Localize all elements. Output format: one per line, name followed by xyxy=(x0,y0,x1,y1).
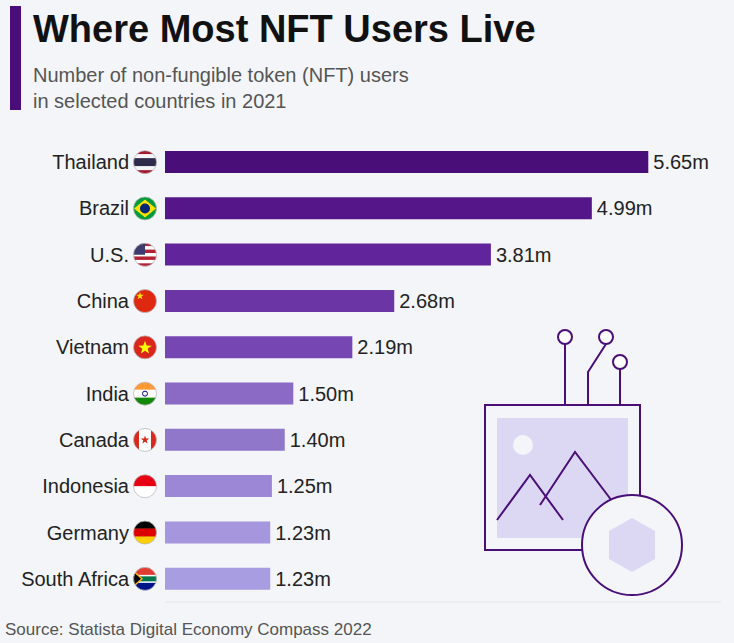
svg-text:4.99m: 4.99m xyxy=(597,197,653,219)
svg-text:2.19m: 2.19m xyxy=(357,336,413,358)
svg-text:U.S.: U.S. xyxy=(90,244,129,266)
html-text:Source: Statista Digital Econo: Source: Statista Digital Economy Compass… xyxy=(5,620,372,639)
svg-text:1.23m: 1.23m xyxy=(275,568,331,590)
html-text:Number of non-fungible token (: Number of non-fungible token (NFT) users… xyxy=(33,64,409,112)
svg-text:Thailand: Thailand xyxy=(52,151,129,173)
svg-text:1.25m: 1.25m xyxy=(277,475,333,497)
svg-text:India: India xyxy=(86,383,130,405)
svg-text:Indonesia: Indonesia xyxy=(42,475,130,497)
svg-text:Germany: Germany xyxy=(47,522,129,544)
svg-text:China: China xyxy=(77,290,130,312)
svg-text:Canada: Canada xyxy=(59,429,130,451)
svg-text:2.68m: 2.68m xyxy=(399,290,455,312)
svg-text:Brazil: Brazil xyxy=(79,197,129,219)
svg-text:1.40m: 1.40m xyxy=(290,429,346,451)
svg-text:1.50m: 1.50m xyxy=(298,383,354,405)
svg-text:5.65m: 5.65m xyxy=(653,151,709,173)
svg-text:South Africa: South Africa xyxy=(21,568,130,590)
html-text:Where Most NFT Users Live: Where Most NFT Users Live xyxy=(33,8,536,50)
svg-text:3.81m: 3.81m xyxy=(496,244,552,266)
svg-text:1.23m: 1.23m xyxy=(275,522,331,544)
svg-text:Vietnam: Vietnam xyxy=(56,336,129,358)
